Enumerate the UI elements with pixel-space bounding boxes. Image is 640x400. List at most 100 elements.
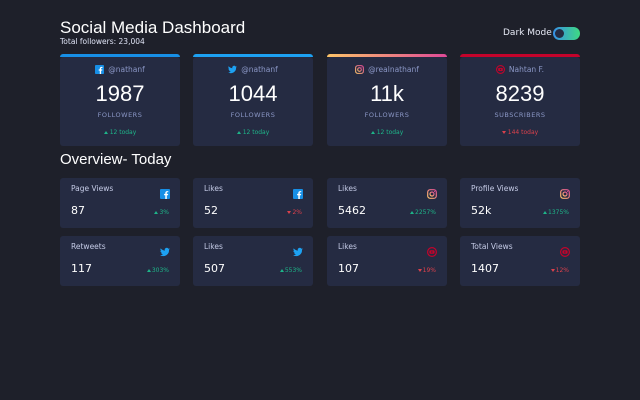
tile-change: 1375% (543, 209, 569, 216)
change-text: 12 today (376, 129, 404, 136)
page-title: Social Media Dashboard (60, 18, 246, 37)
trend-arrow (287, 211, 292, 214)
trend-arrow (103, 131, 108, 134)
change-text: 144 today (507, 129, 539, 136)
tile-icon (293, 184, 303, 203)
platform-icon (427, 247, 437, 257)
tile-icon (160, 184, 170, 203)
change-text: 19% (422, 267, 436, 274)
tile-value: 52 (204, 204, 218, 217)
tile-value: 52k (471, 204, 492, 217)
follower-count: 1987 (95, 81, 145, 106)
tile-icon (560, 184, 570, 203)
change-text: 12% (555, 267, 569, 274)
platform-icon (293, 247, 303, 257)
overview-tile[interactable]: Profile Views 52k 1375% (460, 178, 580, 228)
trend-arrow (501, 131, 506, 134)
trend-arrow (236, 131, 241, 134)
platform-icon (293, 189, 303, 199)
platform-icon (228, 65, 237, 74)
trend-arrow (146, 269, 151, 272)
tile-label: Page Views (71, 184, 114, 193)
card-accent (327, 54, 447, 57)
trend-arrow (154, 211, 159, 214)
tile-change: 19% (417, 267, 436, 274)
tile-label: Likes (338, 184, 357, 193)
overview-tile[interactable]: Page Views 87 3% (60, 178, 180, 228)
handle-row: @nathanf (193, 65, 313, 74)
tile-icon (293, 242, 303, 261)
follower-card[interactable]: @nathanf 1044 FOLLOWERS 12 today (193, 54, 313, 146)
trend-arrow (410, 211, 415, 214)
platform-icon (95, 65, 104, 74)
tile-value: 5462 (338, 204, 366, 217)
overview-tile[interactable]: Likes 5462 2257% (327, 178, 447, 228)
handle-row: Nahtan F. (460, 65, 580, 74)
platform-icon (160, 247, 170, 257)
overview-tile[interactable]: Likes 507 553% (193, 236, 313, 286)
dark-mode-toggle[interactable] (553, 27, 580, 40)
tile-change: 303% (146, 267, 169, 274)
follower-count: 8239 (495, 81, 545, 106)
trend-arrow (543, 211, 548, 214)
count-label: FOLLOWERS (364, 111, 410, 119)
count-label: FOLLOWERS (97, 111, 143, 119)
trend-arrow (370, 131, 375, 134)
platform-icon (560, 189, 570, 199)
overview-tile[interactable]: Likes 52 2% (193, 178, 313, 228)
handle-row: @realnathanf (327, 65, 447, 74)
change-text: 553% (284, 267, 302, 274)
change-text: 303% (151, 267, 169, 274)
toggle-label: Dark Mode (503, 28, 552, 38)
tile-change: 2257% (410, 209, 436, 216)
change-text: 12 today (242, 129, 270, 136)
handle: @realnathanf (368, 65, 419, 74)
change-text: 2% (292, 209, 302, 216)
overview-tile[interactable]: Total Views 1407 12% (460, 236, 580, 286)
follower-card[interactable]: @nathanf 1987 FOLLOWERS 12 today (60, 54, 180, 146)
tile-value: 117 (71, 262, 92, 275)
change-text: 12 today (109, 129, 137, 136)
platform-icon (496, 65, 505, 74)
tile-change: 12% (550, 267, 569, 274)
platform-icon (160, 189, 170, 199)
daily-change: 12 today (60, 129, 180, 136)
total-followers: Total followers: 23,004 (60, 37, 145, 46)
trend-arrow (279, 269, 284, 272)
tile-change: 2% (287, 209, 302, 216)
follower-count: 1044 (228, 81, 278, 106)
tile-label: Profile Views (471, 184, 519, 193)
tile-icon (427, 242, 437, 261)
card-accent (460, 54, 580, 57)
tile-label: Retweets (71, 242, 106, 251)
count-label: SUBSCRIBERS (494, 111, 546, 119)
handle-row: @nathanf (60, 65, 180, 74)
tile-label: Likes (204, 184, 223, 193)
tile-value: 107 (338, 262, 359, 275)
overview-tile[interactable]: Retweets 117 303% (60, 236, 180, 286)
daily-change: 12 today (327, 129, 447, 136)
tile-icon (560, 242, 570, 261)
tile-label: Likes (338, 242, 357, 251)
tile-icon (427, 184, 437, 203)
handle: Nahtan F. (508, 65, 545, 74)
tile-icon (160, 242, 170, 261)
platform-icon (560, 247, 570, 257)
handle: @nathanf (108, 65, 145, 74)
tile-value: 1407 (471, 262, 499, 275)
trend-arrow (417, 269, 422, 272)
trend-arrow (550, 269, 555, 272)
change-text: 2257% (415, 209, 436, 216)
follower-card[interactable]: @realnathanf 11k FOLLOWERS 12 today (327, 54, 447, 146)
tile-label: Likes (204, 242, 223, 251)
tile-value: 87 (71, 204, 85, 217)
tile-label: Total Views (471, 242, 513, 251)
overview-title: Overview- Today (60, 151, 172, 168)
follower-count: 11k (370, 81, 404, 106)
count-label: FOLLOWERS (230, 111, 276, 119)
daily-change: 12 today (193, 129, 313, 136)
overview-tile[interactable]: Likes 107 19% (327, 236, 447, 286)
tile-value: 507 (204, 262, 225, 275)
follower-card[interactable]: Nahtan F. 8239 SUBSCRIBERS 144 today (460, 54, 580, 146)
toggle-knob (555, 29, 564, 38)
